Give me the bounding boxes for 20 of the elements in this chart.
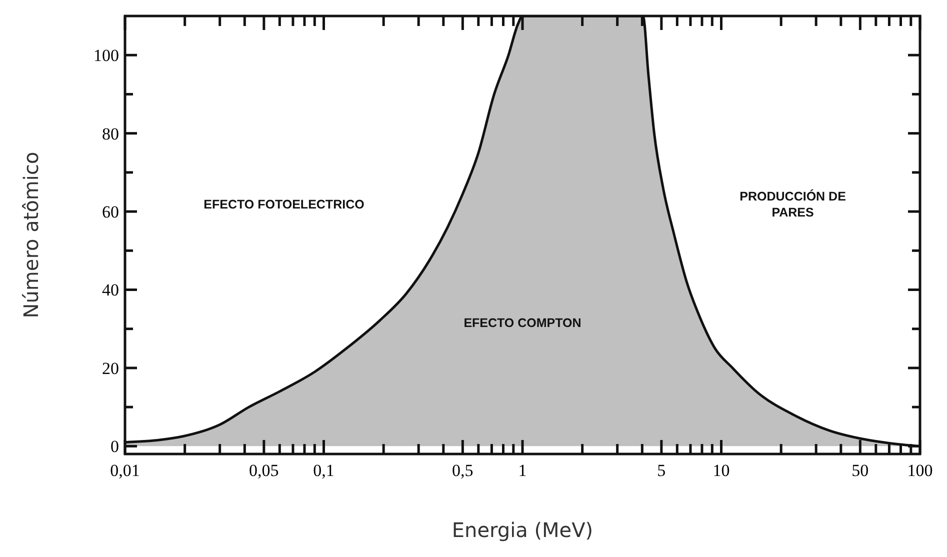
x-tick-label: 5 <box>657 461 666 480</box>
y-tick-label: 100 <box>94 46 119 66</box>
y-tick-label: 80 <box>102 124 119 144</box>
x-tick-label: 50 <box>852 461 869 480</box>
y-tick-label: 20 <box>102 358 119 378</box>
x-tick-label: 0,01 <box>110 461 140 480</box>
y-tick-label: 0 <box>110 437 119 456</box>
y-axis-title: Número atômico <box>19 152 43 318</box>
x-tick-label: 100 <box>907 461 933 480</box>
x-tick-label: 0,5 <box>452 461 474 480</box>
x-axis-title: Energia (MeV) <box>452 518 594 542</box>
annotation: PRODUCCIÓN DE PARES <box>740 188 846 220</box>
annotation: EFECTO COMPTON <box>464 316 582 330</box>
annotation: EFECTO FOTOELECTRICO <box>204 198 365 212</box>
x-tick-label: 0,1 <box>313 461 334 480</box>
y-tick-label: 40 <box>102 280 119 300</box>
x-tick-label: 1 <box>518 461 527 480</box>
y-tick-label: 60 <box>102 202 119 222</box>
x-tick-label: 0,05 <box>249 461 279 480</box>
x-tick-label: 10 <box>712 461 730 480</box>
